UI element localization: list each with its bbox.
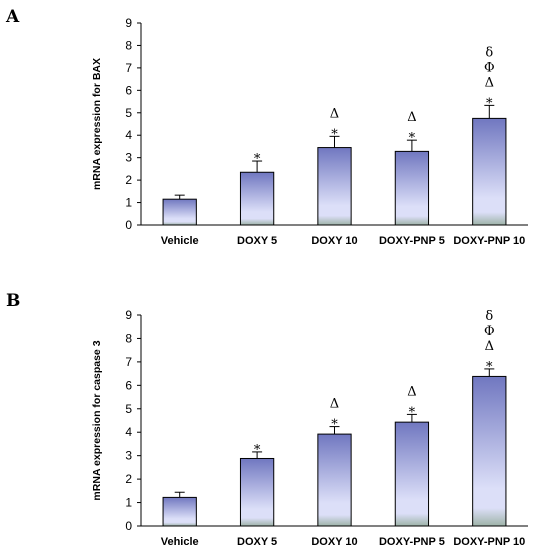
significance-marker: *	[486, 96, 493, 111]
y-axis-label: mRNA expression for caspase 3	[91, 340, 103, 500]
y-tick-label: 0	[125, 218, 132, 232]
x-tick-label: DOXY-PNP 5	[379, 536, 445, 548]
significance-marker: *	[254, 443, 261, 458]
significance-marker: δ	[485, 45, 493, 60]
y-tick-label: 2	[125, 173, 132, 187]
bar	[317, 147, 352, 226]
y-tick-label: 8	[125, 38, 132, 52]
x-tick-label: Vehicle	[161, 235, 199, 247]
bar	[162, 496, 197, 527]
significance-marker: Δ	[407, 384, 416, 399]
y-tick-label: 9	[125, 16, 132, 30]
y-tick-label: 6	[125, 83, 132, 97]
bar	[239, 171, 275, 226]
x-tick-label: DOXY-PNP 10	[453, 536, 525, 548]
panel-label: B	[6, 291, 20, 311]
bar	[317, 433, 352, 527]
x-tick-label: Vehicle	[161, 536, 199, 548]
y-tick-label: 4	[125, 425, 132, 439]
significance-marker: Φ	[484, 60, 495, 75]
bar	[394, 150, 430, 226]
significance-marker: Δ	[485, 339, 494, 354]
x-tick-label: DOXY 5	[237, 235, 277, 247]
bar	[239, 457, 275, 527]
y-axis-label: mRNA expression for BAX	[91, 58, 103, 190]
panel-label: A	[5, 7, 20, 27]
x-tick-label: DOXY 5	[237, 536, 277, 548]
x-tick-label: DOXY-PNP 10	[453, 235, 525, 247]
y-tick-label: 3	[125, 449, 132, 463]
significance-marker: Δ	[330, 397, 339, 412]
y-tick-label: 7	[125, 355, 132, 369]
significance-marker: *	[331, 418, 338, 433]
y-tick-label: 4	[125, 128, 132, 142]
y-tick-label: 9	[125, 308, 132, 322]
bar	[162, 198, 197, 226]
y-tick-label: 5	[125, 106, 132, 120]
bar	[472, 375, 507, 527]
bar	[472, 117, 507, 226]
significance-marker: Δ	[330, 106, 339, 121]
significance-marker: *	[409, 405, 416, 420]
x-tick-label: DOXY 10	[311, 536, 357, 548]
y-tick-label: 3	[125, 151, 132, 165]
y-tick-label: 6	[125, 378, 132, 392]
significance-marker: *	[331, 127, 338, 142]
significance-marker: δ	[485, 309, 493, 324]
significance-marker: Φ	[484, 324, 495, 339]
significance-marker: *	[486, 360, 493, 375]
y-tick-label: 0	[125, 519, 132, 533]
bar	[394, 421, 430, 527]
significance-marker: *	[409, 131, 416, 146]
x-tick-label: DOXY 10	[311, 235, 357, 247]
significance-marker: *	[254, 152, 261, 167]
y-tick-label: 5	[125, 402, 132, 416]
y-tick-label: 1	[125, 496, 132, 510]
y-tick-label: 8	[125, 331, 132, 345]
y-tick-label: 1	[125, 196, 132, 210]
significance-marker: Δ	[407, 110, 416, 125]
significance-marker: Δ	[485, 75, 494, 90]
y-tick-label: 7	[125, 61, 132, 75]
x-tick-label: DOXY-PNP 5	[379, 235, 445, 247]
y-tick-label: 2	[125, 472, 132, 486]
